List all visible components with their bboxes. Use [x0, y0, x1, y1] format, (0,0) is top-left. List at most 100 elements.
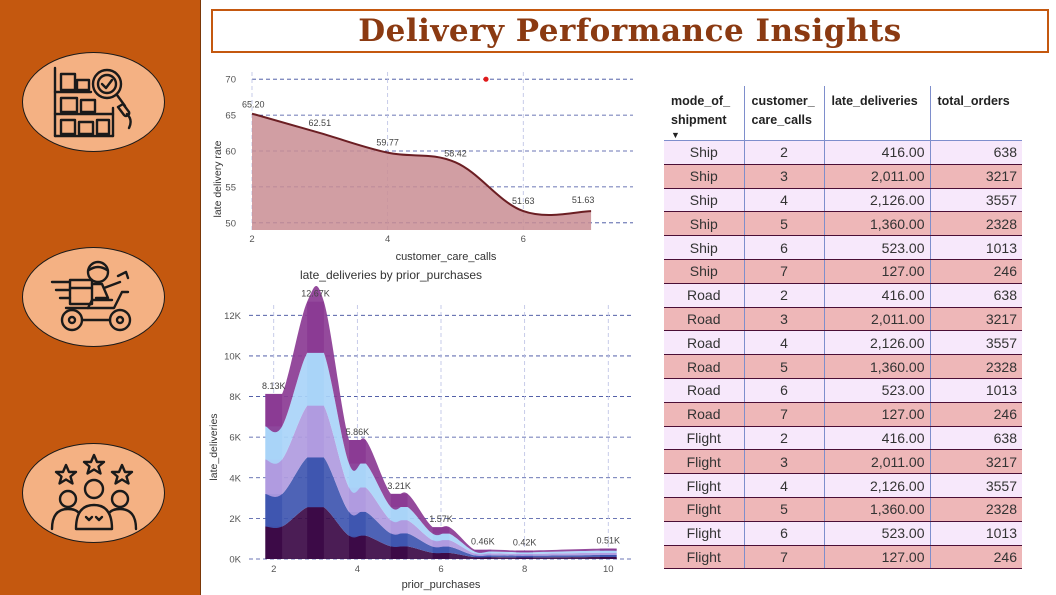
table-header-4[interactable]: total_orders [929, 86, 1022, 141]
table-row[interactable]: Ship 5 1,360.00 2328 [664, 211, 1022, 237]
table-cell: Flight [664, 449, 744, 475]
chart2-segment[interactable] [599, 552, 617, 555]
table-cell: Ship [664, 259, 744, 284]
chart2-segment[interactable] [474, 553, 492, 556]
table-row[interactable]: Road 4 2,126.00 3557 [664, 330, 1022, 356]
table-row[interactable]: Road 2 416.00 638 [664, 283, 1022, 308]
table-cell: 1013 [929, 235, 1022, 260]
chart2-segment[interactable] [390, 546, 408, 559]
table-cell: Flight [664, 545, 744, 570]
chart2-ytick: 0K [229, 555, 241, 566]
table-cell: 523.00 [823, 235, 930, 260]
chart2-segment[interactable] [474, 555, 492, 558]
chart2-segment[interactable] [265, 459, 283, 495]
chart2-title: late_deliveries by prior_purchases [300, 268, 482, 282]
table-header-3[interactable]: late_deliveries [823, 86, 930, 141]
chart2-data-label: 1.57K [429, 514, 453, 524]
chart2-ytick: 12K [224, 311, 242, 322]
chart2-segment[interactable] [432, 546, 450, 553]
table-row[interactable]: Road 5 1,360.00 2328 [664, 354, 1022, 379]
table-row[interactable]: Ship 6 523.00 1013 [664, 235, 1022, 260]
chart2-segment[interactable] [432, 533, 450, 541]
chart2-segment[interactable] [516, 552, 533, 554]
chart2-segment[interactable] [390, 520, 408, 534]
chart1-ytick: 50 [225, 218, 236, 229]
table-cell: 5 [743, 354, 824, 379]
chart2-segment[interactable] [390, 493, 408, 508]
table-row[interactable]: Flight 3 2,011.00 3217 [664, 449, 1022, 475]
table-row[interactable]: Ship 2 416.00 638 [664, 140, 1022, 165]
table-cell: Road [664, 378, 744, 403]
table-cell: 2328 [929, 211, 1022, 237]
table-cell: Road [664, 283, 744, 308]
chart2-ylabel: late_deliveries [208, 413, 220, 480]
table-header-1[interactable]: mode_of_ shipment ▼ [664, 86, 744, 141]
chart2-xtick: 8 [522, 564, 527, 575]
shipment-table[interactable]: mode_of_ shipment ▼ customer_ care_calls la… [664, 86, 1022, 570]
chart2-segment[interactable] [307, 301, 324, 353]
chart2-segment[interactable] [516, 557, 533, 559]
chart2-segment[interactable] [349, 487, 366, 512]
chart2-segment[interactable] [390, 507, 408, 521]
table-cell: 5 [743, 211, 824, 237]
chart2-segment[interactable] [432, 540, 450, 547]
late-delivery-rate-chart[interactable]: 65.20 62.51 59.77 58.42 51.63 51.63 50 55 60 65 7… [205, 58, 645, 268]
table-row[interactable]: Flight 2 416.00 638 [664, 426, 1022, 451]
table-cell: Road [664, 330, 744, 356]
chart2-ytick: 10K [224, 351, 242, 362]
table-row[interactable]: Road 6 523.00 1013 [664, 378, 1022, 403]
chart2-segment[interactable] [516, 553, 533, 556]
late-deliveries-by-prior-purchases-chart[interactable]: late_deliveries by prior_purchases 8.13K… [205, 265, 645, 595]
chart2-segment[interactable] [265, 494, 283, 527]
chart1-xtick: 6 [521, 234, 526, 245]
chart2-segment[interactable] [599, 556, 617, 559]
chart1-data-label: 59.77 [376, 138, 399, 148]
warehouse-search-icon-badge[interactable] [22, 52, 165, 152]
chart2-segment[interactable] [599, 554, 617, 557]
delivery-scooter-icon-badge[interactable] [22, 247, 165, 347]
chart2-segment[interactable] [265, 526, 283, 559]
chart2-segment[interactable] [516, 550, 533, 553]
chart2-segment[interactable] [432, 527, 450, 534]
table-cell: Ship [664, 211, 744, 237]
chart2-segment[interactable] [516, 555, 533, 558]
table-row[interactable]: Flight 5 1,360.00 2328 [664, 497, 1022, 522]
table-row[interactable]: Road 7 127.00 246 [664, 402, 1022, 427]
customer-rating-icon-badge[interactable] [22, 443, 165, 543]
table-row[interactable]: Ship 3 2,011.00 3217 [664, 164, 1022, 189]
chart2-segment[interactable] [307, 457, 324, 508]
chart2-segment[interactable] [265, 393, 283, 427]
chart1-outlier-point[interactable] [483, 76, 489, 82]
chart2-ytick: 4K [229, 473, 241, 484]
table-header-2[interactable]: customer_ care_calls [743, 86, 824, 141]
chart2-segment[interactable] [599, 548, 617, 551]
chart2-segment[interactable] [307, 352, 324, 406]
chart2-segment[interactable] [307, 405, 324, 458]
chart2-data-label: 12.67K [301, 289, 330, 299]
table-cell: Flight [664, 473, 744, 498]
chart2-segment[interactable] [474, 557, 492, 559]
chart2-segment[interactable] [474, 549, 492, 552]
chart2-segment[interactable] [265, 426, 283, 460]
table-row[interactable]: Ship 7 127.00 246 [664, 259, 1022, 284]
table-row[interactable]: Flight 4 2,126.00 3557 [664, 473, 1022, 498]
table-row[interactable]: Flight 6 523.00 1013 [664, 521, 1022, 546]
chart2-segment[interactable] [432, 552, 450, 559]
chart2-xtick: 2 [271, 564, 276, 575]
warehouse-search-icon [53, 66, 132, 138]
sort-desc-icon[interactable]: ▼ [671, 130, 680, 140]
table-cell: 1,360.00 [823, 497, 930, 522]
chart2-segment[interactable] [307, 507, 324, 559]
table-cell: 2,126.00 [823, 188, 930, 213]
table-row[interactable]: Ship 4 2,126.00 3557 [664, 188, 1022, 213]
table-cell: 3557 [929, 473, 1022, 498]
table-row[interactable]: Road 3 2,011.00 3217 [664, 307, 1022, 332]
chart2-data-label: 0.51K [597, 536, 621, 546]
chart2-segment[interactable] [390, 533, 408, 547]
chart2-segment[interactable] [349, 535, 366, 559]
chart2-segment[interactable] [349, 511, 366, 536]
chart1-ytick: 60 [225, 147, 236, 158]
chart2-segment[interactable] [599, 550, 617, 553]
chart2-segment[interactable] [349, 439, 366, 464]
table-row[interactable]: Flight 7 127.00 246 [664, 545, 1022, 570]
